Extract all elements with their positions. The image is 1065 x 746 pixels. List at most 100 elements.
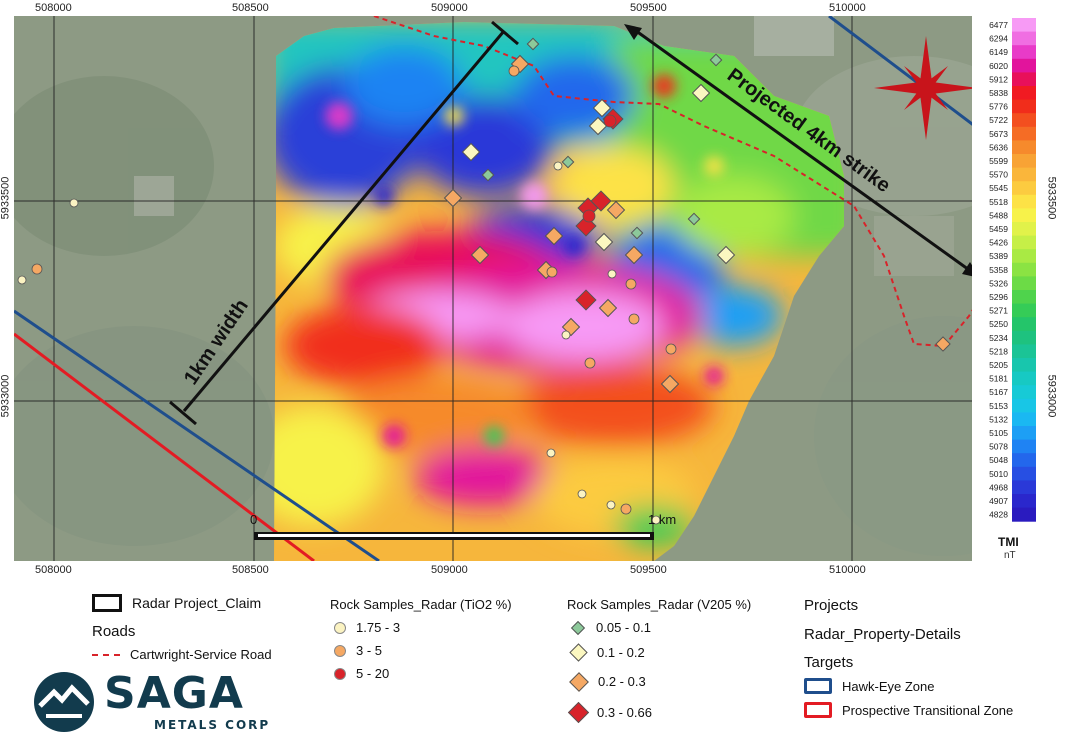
colorbar-swatch: [1012, 453, 1036, 468]
sample-v2o5: [691, 83, 711, 103]
legend-claim-label: Radar Project_Claim: [132, 595, 262, 611]
sample-v2o5: [561, 155, 575, 169]
colorbar-swatch: [1012, 31, 1036, 46]
sample-tio2: [625, 278, 637, 290]
colorbar-value-label: 6294: [989, 34, 1008, 44]
colorbar-value-label: 5545: [989, 183, 1008, 193]
legend-tio2-item: 1.75 - 3: [334, 620, 400, 635]
colorbar-value-label: 5912: [989, 74, 1008, 84]
colorbar-swatch: [1012, 99, 1036, 114]
sample-tio2: [628, 313, 640, 325]
colorbar-swatch: [1012, 45, 1036, 60]
colorbar-value-label: 5326: [989, 278, 1008, 288]
colorbar-swatch: [1012, 140, 1036, 155]
easting-tick-bottom-4: 509500: [630, 564, 667, 576]
easting-tick-bottom-5: 510000: [829, 564, 866, 576]
colorbar-value-label: 5153: [989, 401, 1008, 411]
colorbar-value-label: 5205: [989, 360, 1008, 370]
colorbar-swatch: [1012, 317, 1036, 332]
sample-tio2: [582, 209, 596, 223]
colorbar-swatch: [1012, 208, 1036, 223]
transitional-swatch: [804, 702, 832, 718]
legend-target-label: Prospective Transitional Zone: [842, 702, 1014, 718]
northing-tick-right-2: 5933000: [1045, 374, 1058, 418]
colorbar-swatch: [1012, 507, 1036, 522]
easting-tick-top-1: 508000: [35, 2, 72, 14]
sample-tio2: [561, 330, 571, 340]
legend-roads-title: Roads: [92, 623, 136, 640]
sample-v2o5: [660, 374, 680, 394]
legend-tio2-label: 3 - 5: [356, 643, 383, 658]
sample-tio2: [546, 266, 558, 278]
legend-v2o5-item: 0.3 - 0.66: [567, 701, 652, 724]
colorbar-value-label: 5234: [989, 333, 1008, 343]
colorbar-value-label: 5518: [989, 197, 1008, 207]
legend-tio2-item: 5 - 20: [334, 666, 389, 681]
colorbar-swatch: [1012, 439, 1036, 454]
sample-tio2: [584, 357, 596, 369]
sample-v2o5: [935, 336, 951, 352]
colorbar-value-label: 5296: [989, 292, 1008, 302]
easting-tick-bottom-1: 508000: [35, 564, 72, 576]
colorbar-swatch: [1012, 181, 1036, 196]
sample-tio2: [553, 161, 563, 171]
colorbar-value-label: 4968: [989, 482, 1008, 492]
colorbar-swatch: [1012, 276, 1036, 291]
colorbar-unit-title: TMI: [998, 535, 1019, 549]
sample-v2o5: [470, 245, 490, 265]
colorbar-value-label: 5838: [989, 88, 1008, 98]
sample-v2o5: [526, 37, 540, 51]
transitional-zone-line: [14, 332, 315, 561]
tmi-map[interactable]: 1km width Projected 4km strike 0 1 km 64…: [14, 16, 1041, 561]
colorbar-swatch: [1012, 358, 1036, 373]
claim-swatch: [92, 594, 122, 612]
colorbar-swatch: [1012, 398, 1036, 413]
legend-target-item: Prospective Transitional Zone: [804, 702, 1013, 718]
colorbar-swatch: [1012, 72, 1036, 87]
scale-start-label: 0: [250, 512, 257, 527]
colorbar-unit: nT: [1004, 550, 1016, 561]
legend-v2o5-label: 0.1 - 0.2: [597, 645, 645, 660]
hawk-eye-swatch: [804, 678, 832, 694]
colorbar-value-label: 5459: [989, 224, 1008, 234]
sample-tio2: [577, 489, 587, 499]
easting-tick-top-3: 509000: [431, 2, 468, 14]
colorbar-swatch: [1012, 494, 1036, 509]
colorbar-swatch: [1012, 385, 1036, 400]
colorbar-swatch: [1012, 412, 1036, 427]
legend-road-item: Cartwright-Service Road: [92, 647, 272, 662]
logo-name: SAGA: [104, 668, 244, 719]
sample-tio2: [620, 503, 632, 515]
tmi-colorbar: 6477 6294 6149 6020 5912 5838 5776 5722 5673 5636…: [972, 16, 1041, 561]
sample-v2o5: [687, 212, 701, 226]
north-arrow-icon[interactable]: [874, 36, 978, 140]
colorbar-value-label: 5488: [989, 210, 1008, 220]
colorbar-value-label: 4828: [989, 510, 1008, 520]
sample-v2o5: [716, 245, 736, 265]
northing-tick-right-1: 5933500: [1045, 176, 1058, 220]
sample-v2o5: [481, 168, 495, 182]
colorbar-swatch: [1012, 344, 1036, 359]
legend-v2o5-label: 0.2 - 0.3: [598, 674, 646, 689]
sample-v2o5: [588, 116, 608, 136]
legend-v2o5-item: 0.2 - 0.3: [569, 671, 646, 692]
sample-tio2: [69, 198, 79, 208]
legend-tio2-title: Rock Samples_Radar (TiO2 %): [330, 597, 512, 612]
colorbar-swatch: [1012, 113, 1036, 128]
v2o5-swatch-3: [569, 671, 589, 692]
sample-tio2: [665, 343, 677, 355]
sample-tio2: [606, 500, 616, 510]
easting-tick-bottom-3: 509000: [431, 564, 468, 576]
legend-target-item: Hawk-Eye Zone: [804, 678, 934, 694]
sample-tio2: [607, 269, 617, 279]
colorbar-value-label: 5218: [989, 346, 1008, 356]
colorbar-value-label: 5048: [989, 455, 1008, 465]
legend-tio2-label: 1.75 - 3: [356, 620, 401, 635]
colorbar-swatch: [1012, 426, 1036, 441]
sample-v2o5: [606, 200, 626, 220]
colorbar-value-label: 5250: [989, 319, 1008, 329]
scale-end-label: 1 km: [648, 512, 676, 527]
colorbar-value-label: 5167: [989, 387, 1008, 397]
legend-claim: Radar Project_Claim: [92, 594, 261, 612]
colorbar-value-label: 6477: [989, 20, 1008, 30]
